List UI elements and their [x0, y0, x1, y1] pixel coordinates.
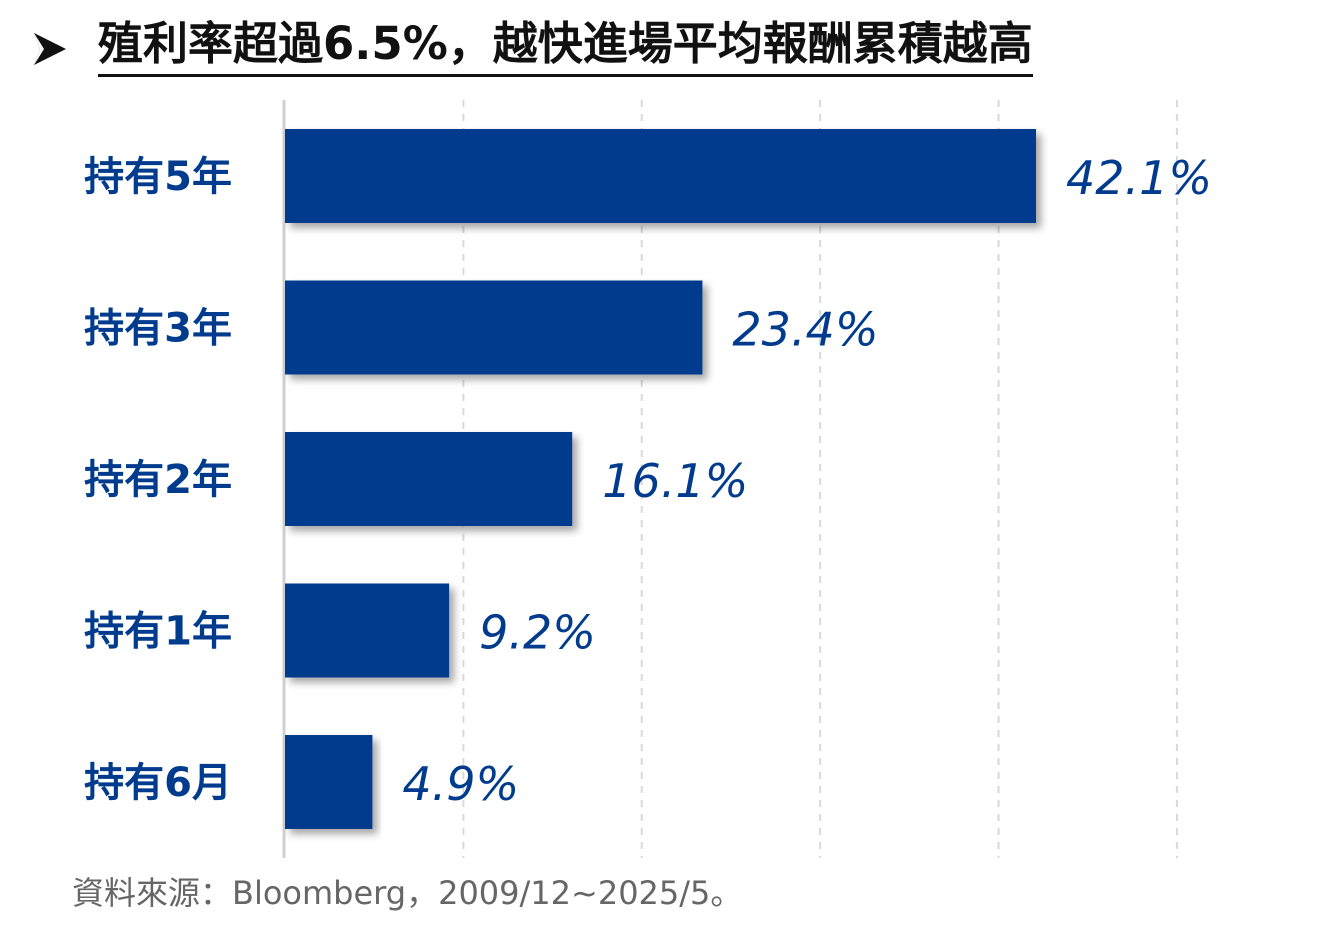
bar	[285, 432, 573, 526]
data-label: 42.1%	[1066, 151, 1212, 205]
bar	[285, 583, 450, 678]
source-note: 資料來源：Bloomberg，2009/12~2025/5。	[72, 874, 743, 912]
data-label: 23.4%	[732, 303, 878, 357]
bar	[285, 735, 373, 829]
title-row: 殖利率超過6.5%，越快進場平均報酬累積越高	[30, 14, 1033, 84]
category-label: 持有1年	[84, 609, 232, 655]
category-label: 持有2年	[84, 457, 232, 503]
category-label: 持有6月	[84, 760, 232, 806]
arrow-right-icon	[30, 24, 84, 74]
chart-title: 殖利率超過6.5%，越快進場平均報酬累積越高	[98, 21, 1033, 77]
data-label: 9.2%	[479, 606, 596, 660]
category-label: 持有3年	[84, 306, 232, 352]
data-label: 16.1%	[602, 454, 748, 508]
category-label: 持有5年	[84, 154, 232, 200]
bar	[285, 129, 1036, 223]
data-label: 4.9%	[402, 757, 519, 811]
bar	[285, 280, 703, 375]
